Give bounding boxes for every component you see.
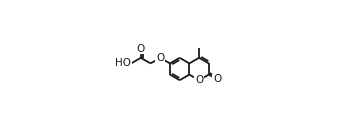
Text: O: O [213, 74, 221, 84]
Text: O: O [137, 44, 145, 54]
Text: O: O [195, 75, 203, 85]
Text: O: O [156, 53, 164, 63]
Text: HO: HO [115, 58, 131, 68]
